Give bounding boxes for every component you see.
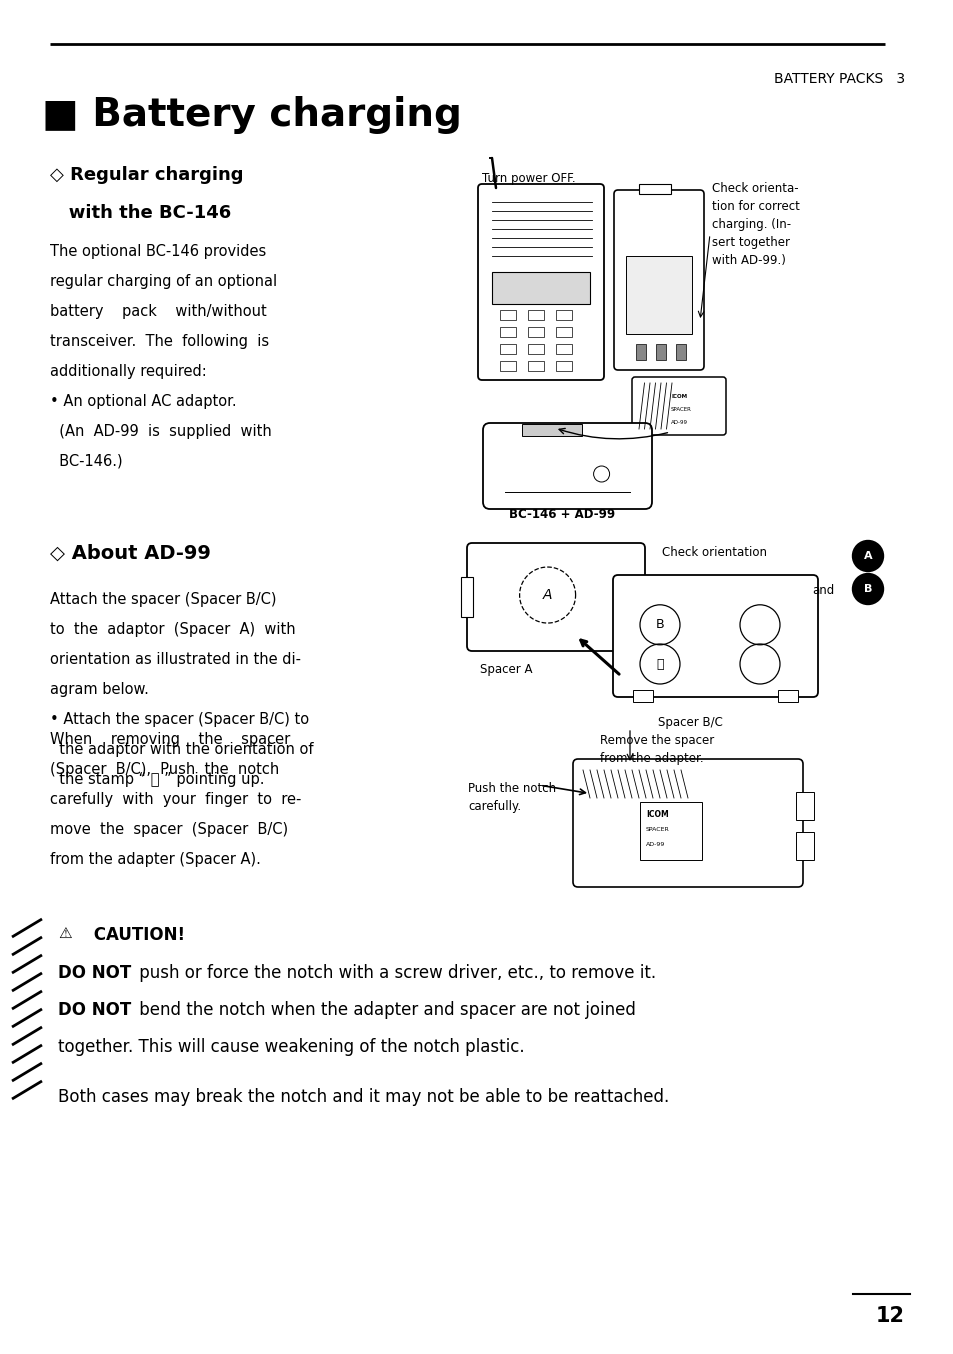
Circle shape [852,574,882,604]
Bar [656,344,665,360]
Text: BATTERY PACKS   3: BATTERY PACKS 3 [773,72,904,87]
FancyBboxPatch shape [631,376,725,435]
Text: DO NOT: DO NOT [58,964,132,982]
Text: the adaptor with the orientation of: the adaptor with the orientation of [50,742,314,757]
Bar [637,577,648,616]
Text: Attach the spacer (Spacer B/C): Attach the spacer (Spacer B/C) [50,592,276,607]
Text: together. This will cause weakening of the notch plastic.: together. This will cause weakening of t… [58,1039,524,1056]
Text: carefully  with  your  finger  to  re-: carefully with your finger to re- [50,792,301,807]
FancyBboxPatch shape [613,575,817,697]
Text: A: A [862,551,871,561]
Text: AD-99: AD-99 [670,420,687,425]
Text: ICOM: ICOM [670,394,686,399]
Text: 12: 12 [875,1307,904,1326]
Text: ■ Battery charging: ■ Battery charging [42,96,461,134]
Bar [499,328,516,337]
Bar [795,831,813,860]
Bar [778,691,797,701]
Text: ⓒ: ⓒ [656,658,663,670]
Text: Remove the spacer
from the adapter.: Remove the spacer from the adapter. [599,734,714,765]
Text: Check orientation: Check orientation [661,546,770,559]
Text: B: B [655,619,663,631]
Bar [527,344,543,353]
Text: push or force the notch with a screw driver, etc., to remove it.: push or force the notch with a screw dri… [133,964,656,982]
Bar [499,310,516,320]
Text: SPACER: SPACER [645,827,669,831]
Text: • An optional AC adaptor.: • An optional AC adaptor. [50,394,236,409]
Text: Spacer B/C: Spacer B/C [658,716,722,728]
Text: ◇ Regular charging: ◇ Regular charging [50,167,243,184]
Text: ICOM: ICOM [645,810,668,819]
Bar [556,328,572,337]
Text: and: and [811,584,833,597]
Text: DO NOT: DO NOT [58,1001,132,1020]
Bar [676,344,685,360]
Text: from the adapter (Spacer A).: from the adapter (Spacer A). [50,852,260,867]
Bar [499,344,516,353]
Text: A: A [542,588,552,603]
Bar [527,310,543,320]
Bar [521,424,581,436]
Text: The optional BC-146 provides: The optional BC-146 provides [50,244,266,259]
Text: to  the  adaptor  (Spacer  A)  with: to the adaptor (Spacer A) with [50,621,295,636]
Text: AD-99: AD-99 [645,842,664,848]
Text: (An  AD-99  is  supplied  with: (An AD-99 is supplied with [50,424,272,439]
Text: B: B [862,584,871,594]
Text: When    removing    the    spacer: When removing the spacer [50,733,290,747]
Text: transceiver.  The  following  is: transceiver. The following is [50,334,269,349]
Text: Turn power OFF.: Turn power OFF. [481,172,575,185]
Bar [460,577,473,616]
Text: Both cases may break the notch and it may not be able to be reattached.: Both cases may break the notch and it ma… [58,1089,669,1106]
Circle shape [852,540,882,571]
Text: Spacer A: Spacer A [479,663,532,676]
Bar [633,691,652,701]
Bar [556,344,572,353]
FancyBboxPatch shape [573,760,802,887]
Text: • Attach the spacer (Spacer B/C) to: • Attach the spacer (Spacer B/C) to [50,712,309,727]
Text: CAUTION!: CAUTION! [88,926,185,944]
Bar [638,184,671,194]
Text: orientation as illustrated in the di-: orientation as illustrated in the di- [50,653,301,668]
Text: ⚠: ⚠ [58,926,71,941]
Text: agram below.: agram below. [50,682,149,697]
Bar [556,310,572,320]
FancyBboxPatch shape [477,184,603,380]
Text: ◇ About AD-99: ◇ About AD-99 [50,544,211,563]
Bar [639,802,701,860]
Text: BC-146.): BC-146.) [50,454,123,468]
Bar [527,362,543,371]
Text: the stamp “ ⓑ ” pointing up.: the stamp “ ⓑ ” pointing up. [50,772,264,787]
Bar [527,328,543,337]
Text: BC-146 + AD-99: BC-146 + AD-99 [508,508,615,521]
FancyBboxPatch shape [467,543,644,651]
Bar [795,792,813,821]
FancyBboxPatch shape [614,190,703,370]
FancyBboxPatch shape [482,422,651,509]
Bar [492,272,589,305]
Text: move  the  spacer  (Spacer  B/C): move the spacer (Spacer B/C) [50,822,288,837]
Bar [636,344,645,360]
Text: Push the notch
carefully.: Push the notch carefully. [468,783,556,812]
Bar [499,362,516,371]
Text: additionally required:: additionally required: [50,364,207,379]
Bar [625,256,691,334]
Text: Check orienta-
tion for correct
charging. (In-
sert together
with AD-99.): Check orienta- tion for correct charging… [711,181,799,267]
Text: bend the notch when the adapter and spacer are not joined: bend the notch when the adapter and spac… [133,1001,636,1020]
Text: SPACER: SPACER [670,408,691,412]
Bar [556,362,572,371]
Text: battery    pack    with/without: battery pack with/without [50,305,267,320]
Text: (Spacer  B/C),  Push  the  notch: (Spacer B/C), Push the notch [50,762,279,777]
Text: with the BC-146: with the BC-146 [50,204,231,222]
Text: regular charging of an optional: regular charging of an optional [50,274,276,288]
